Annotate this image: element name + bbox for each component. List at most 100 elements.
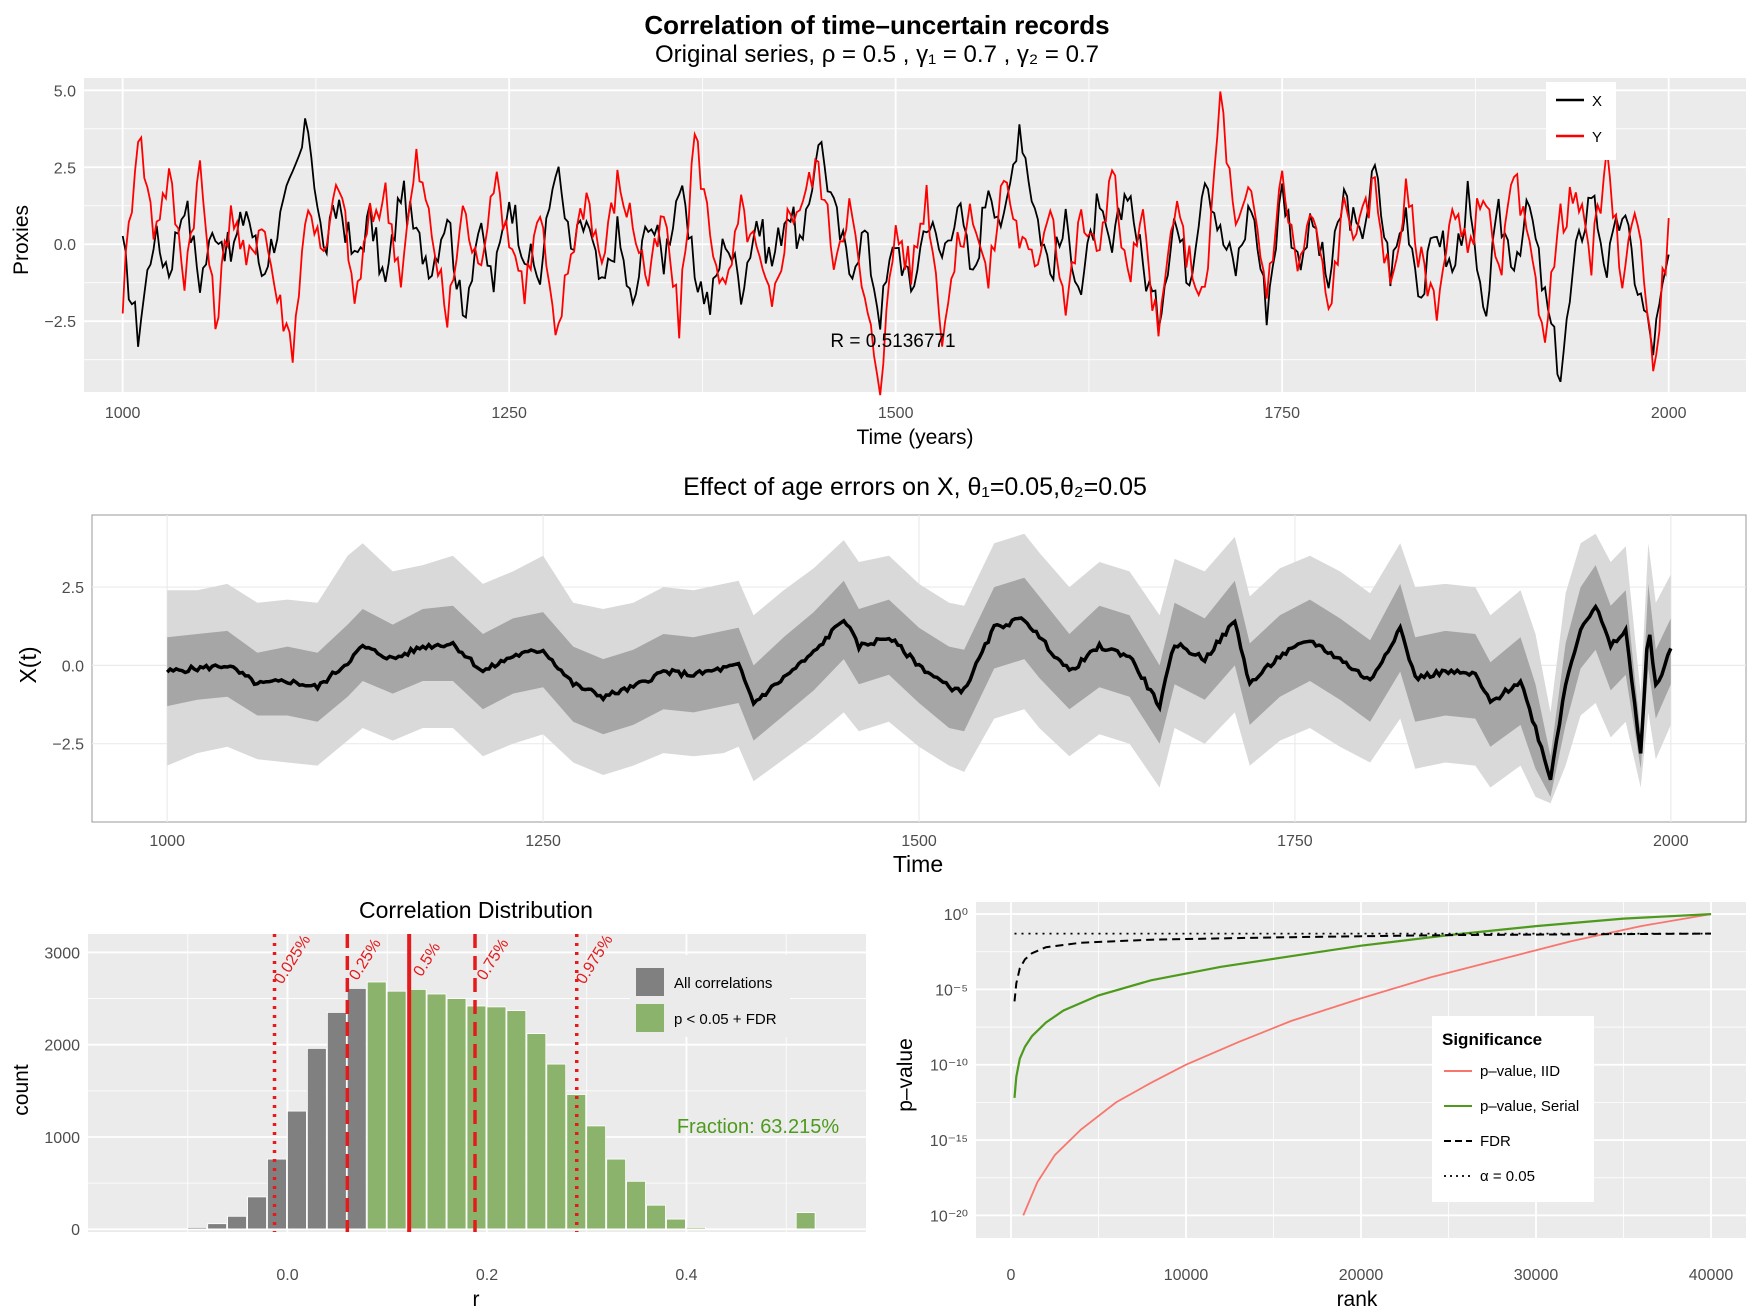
legend-label-fdr: FDR — [1480, 1133, 1511, 1150]
correlation-distribution-panel: Correlation Distribution 0.025% 0.25% 0.5%… — [10, 897, 866, 1311]
histogram-bar — [546, 1063, 567, 1230]
histogram-bar — [486, 1006, 507, 1230]
x-tick-label: 40000 — [1689, 1267, 1734, 1284]
y-tick-label: 3000 — [44, 945, 80, 962]
x-tick-label: 1750 — [1277, 833, 1313, 850]
panel-title: Correlation Distribution — [359, 897, 593, 923]
x-tick-label: 0.2 — [476, 1267, 498, 1284]
figure-subtitle: Original series, ρ = 0.5 , γ₁ = 0.7 , γ₂… — [655, 41, 1099, 68]
fdr-line — [1013, 932, 1712, 1002]
histogram-bars — [88, 981, 866, 1230]
legend-title: Significance — [1442, 1030, 1542, 1049]
y-axis-title: Proxies — [10, 205, 33, 275]
y-tick-label: 0.0 — [54, 237, 76, 254]
histogram-bar — [207, 1223, 227, 1230]
histogram-bar — [586, 1125, 607, 1230]
figure-title: Correlation of time–uncertain records — [644, 10, 1109, 40]
p-values-panel: 0 10000 20000 30000 40000 10⁻²⁰ 10⁻¹⁵ 10⁻¹⁰ 10⁻⁵… — [894, 902, 1746, 1311]
histogram-bar — [306, 1048, 327, 1230]
original-series-panel: 1000 1250 1500 1750 2000 5.0 2.5 0.0 −2.5 R = 0.… — [10, 78, 1746, 449]
x-tick-label: 1750 — [1264, 405, 1300, 422]
histogram-bar — [666, 1218, 686, 1230]
histogram-bar — [326, 1012, 347, 1230]
legend-label-all: All correlations — [674, 975, 772, 992]
tick-labels: 0 10000 20000 30000 40000 10⁻²⁰ 10⁻¹⁵ 10⁻¹⁰ 10⁻⁵… — [930, 907, 1734, 1284]
x-tick-label: 2000 — [1651, 405, 1687, 422]
legend-label-y: Y — [1592, 129, 1602, 146]
y-tick-label: 2.5 — [54, 160, 76, 177]
histogram-bar — [795, 1212, 816, 1230]
x-tick-label: 20000 — [1339, 1267, 1384, 1284]
legend: All correlations p < 0.05 + FDR — [630, 955, 790, 1037]
legend-box — [1432, 1016, 1594, 1202]
y-tick-label: 2.5 — [62, 580, 84, 597]
y-tick-label: 1000 — [44, 1130, 80, 1147]
legend-label-serial: p–value, Serial — [1480, 1098, 1579, 1115]
x-tick-label: 1500 — [901, 833, 937, 850]
panel-background — [84, 78, 1746, 392]
y-tick-label: 0 — [71, 1222, 80, 1239]
y-tick-label: 10⁻¹⁰ — [930, 1058, 968, 1075]
p-value-serial-line — [1013, 913, 1712, 1098]
panel-title: Effect of age errors on X, θ₁=0.05,θ₂=0.… — [683, 473, 1147, 501]
histogram-bar — [606, 1158, 627, 1230]
uncertainty-bands — [165, 533, 1673, 804]
y-tick-label: 10⁰ — [944, 907, 968, 924]
histogram-bar — [346, 988, 367, 1230]
x-axis-title: Time — [893, 851, 943, 877]
legend-key-all — [636, 968, 664, 996]
x-tick-label: 10000 — [1164, 1267, 1209, 1284]
x-axis-title: Time (years) — [856, 426, 973, 449]
legend-box — [1546, 82, 1616, 160]
series-y-line — [121, 91, 1670, 396]
x-tick-label: 1000 — [149, 833, 185, 850]
legend: X Y — [1546, 82, 1616, 160]
y-axis-title: p–value — [894, 1038, 917, 1112]
legend: Significance p–value, IID p–value, Seria… — [1432, 1016, 1594, 1202]
y-tick-label: 5.0 — [54, 83, 76, 100]
y-tick-label: 0.0 — [62, 658, 84, 675]
x-tick-label: 1250 — [491, 405, 527, 422]
series-lines — [121, 91, 1670, 396]
histogram-bar — [526, 1033, 547, 1230]
inner-uncertainty-band — [167, 565, 1671, 797]
tick-labels: 1000 1250 1500 1750 2000 5.0 2.5 0.0 −2.5 — [44, 83, 1686, 422]
x-axis-title: rank — [1337, 1288, 1378, 1311]
y-tick-label: −2.5 — [44, 314, 76, 331]
x-tick-label: 30000 — [1514, 1267, 1559, 1284]
x-tick-label: 2000 — [1653, 833, 1689, 850]
tick-labels: 1000 1250 1500 1750 2000 2.5 0.0 −2.5 — [52, 580, 1688, 850]
age-errors-panel: Effect of age errors on X, θ₁=0.05,θ₂=0.… — [15, 473, 1747, 877]
histogram-bar — [426, 993, 447, 1230]
y-axis-title: count — [10, 1064, 33, 1116]
y-tick-label: 2000 — [44, 1038, 80, 1055]
x-tick-label: 1500 — [878, 405, 914, 422]
histogram-bar — [506, 1010, 527, 1230]
p-value-iid-line — [1022, 913, 1712, 1216]
series-lines — [1013, 913, 1712, 1216]
histogram-bar — [646, 1204, 666, 1230]
y-tick-label: 10⁻⁵ — [935, 982, 968, 999]
x-tick-label: 0 — [1007, 1267, 1016, 1284]
legend-label-iid: p–value, IID — [1480, 1063, 1560, 1080]
legend-label-significant: p < 0.05 + FDR — [674, 1011, 777, 1028]
y-tick-label: 10⁻¹⁵ — [930, 1133, 968, 1150]
histogram-bar — [366, 981, 387, 1230]
x-tick-label: 1250 — [525, 833, 561, 850]
y-tick-label: 10⁻²⁰ — [930, 1208, 968, 1225]
series-x-line — [121, 118, 1670, 383]
r-annotation: R = 0.5136771 — [830, 331, 955, 352]
histogram-bar — [446, 998, 467, 1230]
median-line — [165, 603, 1673, 781]
x-tick-label: 0.4 — [675, 1267, 697, 1284]
histogram-bar — [386, 990, 407, 1230]
legend-label-x: X — [1592, 93, 1602, 110]
tick-labels: 0.0 0.2 0.4 0 1000 2000 3000 — [44, 945, 697, 1284]
histogram-bar — [227, 1215, 247, 1230]
legend-label-alpha: α = 0.05 — [1480, 1168, 1535, 1185]
y-tick-label: −2.5 — [52, 737, 84, 754]
y-axis-title: X(t) — [15, 646, 41, 683]
histogram-bar — [287, 1110, 307, 1230]
x-tick-label: 0.0 — [276, 1267, 298, 1284]
